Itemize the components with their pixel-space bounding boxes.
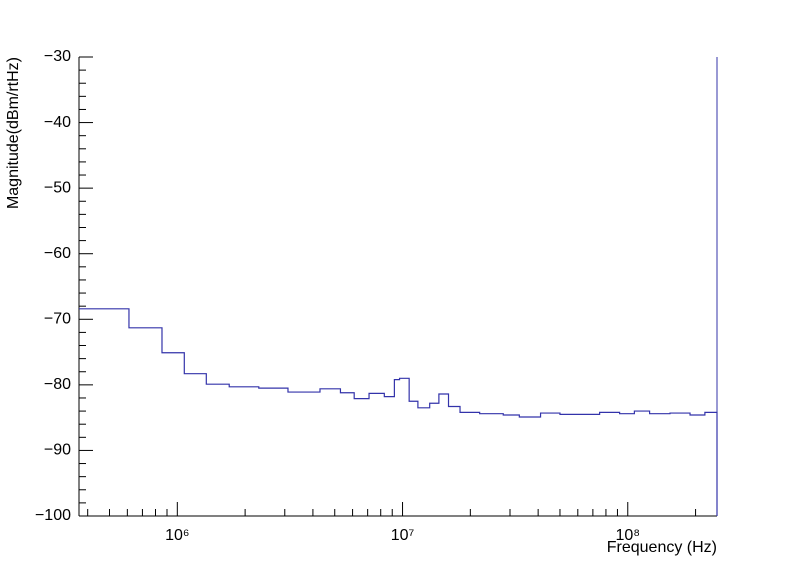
y-tick-label: −80 bbox=[44, 376, 71, 393]
y-tick-label: −40 bbox=[44, 114, 71, 131]
y-tick-label: −50 bbox=[44, 179, 71, 196]
x-tick-label: 10⁸ bbox=[615, 527, 640, 544]
y-tick-label: −70 bbox=[44, 311, 71, 328]
x-tick-label: 10⁷ bbox=[391, 527, 415, 544]
y-tick-label: −60 bbox=[44, 245, 71, 262]
y-tick-label: −90 bbox=[44, 442, 71, 459]
x-tick-label: 10⁶ bbox=[165, 527, 189, 544]
y-tick-label: −100 bbox=[35, 507, 71, 524]
data-line bbox=[79, 308, 718, 516]
y-tick-label: −30 bbox=[44, 48, 71, 65]
x-axis-title: Frequency (Hz) bbox=[607, 539, 717, 556]
y-axis-title: Magnitude(dBm/rtHz) bbox=[5, 57, 22, 209]
